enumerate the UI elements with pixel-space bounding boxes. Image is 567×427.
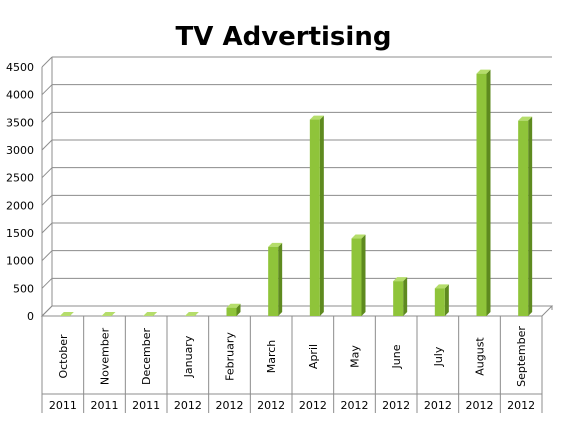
x-tick-year-label: 2011 [91,399,119,412]
y-tick-label: 1500 [6,227,34,240]
bar [309,119,320,316]
bar-top [143,312,158,316]
bar [226,307,237,316]
x-tick-year-label: 2012 [507,399,535,412]
bar-top [309,115,324,120]
x-tick-year-label: 2011 [49,399,77,412]
bar-top [59,312,74,316]
gridline-side [41,139,53,151]
y-tick-label: 4500 [6,61,34,74]
floor [40,305,554,317]
bar-top [434,284,449,289]
x-tick-label: January [182,335,195,378]
bar-top [184,312,199,316]
bar [476,73,487,316]
x-tick-year-label: 2011 [132,399,160,412]
x-tick-label: October [57,334,70,378]
bar [434,288,445,316]
gridline-side [41,222,53,234]
bar-top [101,312,116,316]
x-tick-label: November [99,327,112,385]
bar [518,120,529,316]
bar-side [444,284,449,316]
x-tick-year-label: 2012 [299,399,327,412]
bar-top [351,234,366,239]
y-tick-label: 4000 [6,89,34,102]
y-tick-label: 2500 [6,172,34,185]
y-tick-label: 0 [27,310,34,323]
x-tick-year-label: 2012 [174,399,202,412]
gridline-side [41,111,53,123]
x-tick-year-label: 2012 [216,399,244,412]
y-tick-label: 3000 [6,144,34,157]
x-tick-label: March [265,340,278,374]
x-tick-label: June [390,344,403,369]
y-tick-label: 2000 [6,199,34,212]
bar-side [361,234,366,316]
chart-title: TV Advertising [175,22,392,52]
bar-top [393,277,408,282]
bar-top [476,69,491,74]
bar-side [486,69,491,316]
x-tick-label: February [224,332,237,381]
gridline-side [41,84,53,96]
bar [393,281,404,316]
bar-top [268,242,283,247]
bar [268,246,279,316]
bar-side [236,303,241,316]
gridline-side [41,56,53,68]
gridline-side [41,167,53,179]
x-tick-year-label: 2012 [341,399,369,412]
bar-side [528,116,533,316]
gridline-side [41,250,53,262]
x-tick-label: December [140,328,153,386]
x-tick-label: July [432,346,445,367]
bar-side [403,277,408,316]
x-tick-label: August [474,337,487,376]
gridline-side [41,194,53,206]
y-tick-label: 500 [13,282,34,295]
x-tick-label: April [307,344,320,369]
bar-side [278,242,283,316]
y-tick-label: 3500 [6,116,34,129]
bar [351,238,362,316]
bar-side [319,115,324,316]
x-tick-label: May [349,345,362,368]
bar-top [518,116,533,121]
y-tick-label: 1000 [6,255,34,268]
x-tick-year-label: 2012 [257,399,285,412]
x-tick-label: September [515,326,528,387]
gridline-side [41,277,53,289]
bar-top [226,303,241,308]
x-tick-year-label: 2012 [466,399,494,412]
x-tick-year-label: 2012 [424,399,452,412]
x-tick-year-label: 2012 [382,399,410,412]
